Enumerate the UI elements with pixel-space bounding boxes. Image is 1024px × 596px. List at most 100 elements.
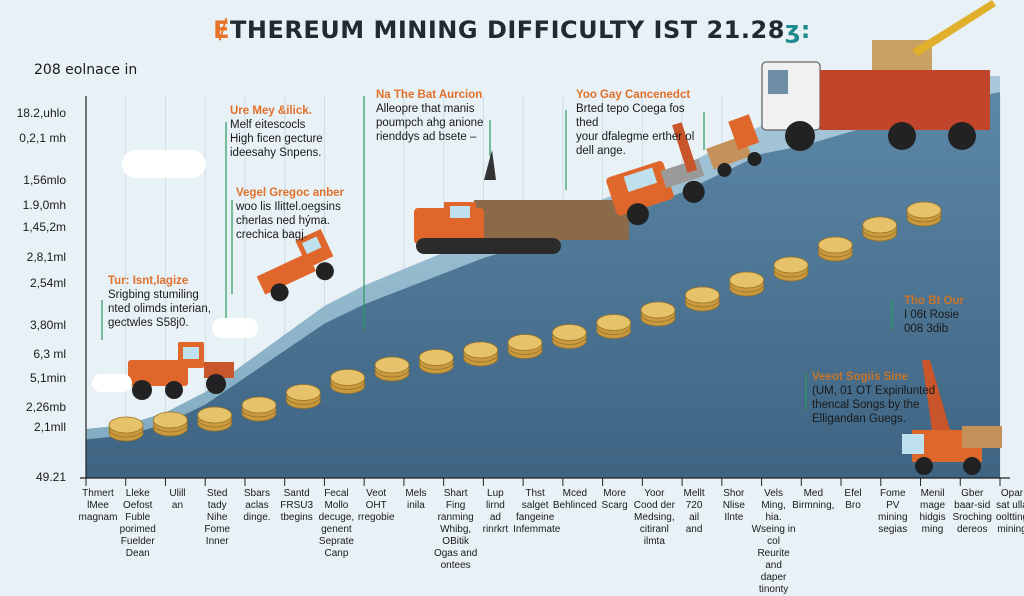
coin-stack [729,271,765,297]
x-category-line: baar-sid [954,500,991,511]
coin-stack [241,396,277,422]
annotation-line: (UM, 01 OT Expirilunted [812,385,936,397]
annotation-line: nted olimds interian, [108,303,211,315]
coin-stack [108,416,144,442]
annotation-line: poumpch ahg anione [376,117,484,129]
coin-stack [773,256,809,282]
coin-stack [817,236,853,262]
x-category-line: Nihe [206,512,228,523]
x-category-line: Med [803,488,824,499]
x-category-line: Sroching [952,512,992,523]
annotation-heading: Veeot Sogiis Sine [812,371,908,383]
x-category-line: tbegins [280,512,313,523]
title-prefix: Ɇ [213,16,231,44]
x-category-line: Shor [723,488,745,499]
x-category-line: Veot [366,488,387,499]
x-category-line: Seprate [318,536,354,547]
x-category-line: ontees [440,560,471,571]
x-category-line: ail [689,512,700,523]
x-category-line: Fuble [125,512,151,523]
x-category-line: Cood der [633,500,675,511]
annotation-leaders [101,96,893,410]
x-category-line: Opar [1000,488,1024,499]
x-category-line: decuge, [318,512,355,523]
annotation-heading: Na The Bat Aurcion [376,89,483,101]
x-category-line: Yoor [644,488,665,499]
x-category-line: dereos [956,524,988,535]
annotation: Tur: Isnt,lagize Srigbing stumiling nted… [108,274,218,330]
x-category-line: hia. [765,512,782,523]
x-category-line: Fing [445,500,466,511]
x-category-line: Fome [880,488,906,499]
title-suffix: ʒ: [784,16,811,44]
x-category-line: Sted [206,488,228,499]
x-category-line: Bro [845,500,861,511]
x-category-line: Nlise [722,500,745,511]
annotation: Yoo Gay Cancenedct Brted tepo Coega fos … [576,88,706,158]
x-category-line: Reurite and [757,548,790,571]
x-category-label: Yoor Cood der Medsing, citiranl ilmta [632,488,676,548]
x-category-label: Med Birmning, [791,488,835,512]
coin-stack [862,216,898,242]
x-category-line: Ulill [169,488,186,499]
annotation-line: Elligandan Guegs. [812,413,906,425]
annotation: Vegel Gregoc anber woo lis Ilittel.oegsi… [236,186,356,242]
x-category-line: mining [878,512,908,523]
x-category-line: More [603,488,626,499]
x-category-line: Mels [405,488,427,499]
x-category-line: Lup [487,488,504,499]
x-category-line: Medsing, [634,512,675,523]
annotation-line: cherlas ned hýma. [236,215,330,227]
x-category-line: Oefost [123,500,153,511]
annotation-heading: Tur: Isnt,lagize [108,275,189,287]
x-category-label: Fecal Mollo decuge, genent Seprate Canp [314,488,358,560]
x-category-label: Thst salget fangeine Infemmate [513,488,560,536]
annotation: Tho Bt Our I 06t Rosie 008 3dib [904,294,984,336]
x-category-label: Mels inila [394,488,438,512]
coin-stack [418,349,454,374]
x-category-line: mage [920,500,946,511]
x-category-line: Whibg, OBitik [440,524,472,547]
chart-title: ɆTHEREUM MINING DIFFICULTY IST 21.28ʒ: [0,16,1024,44]
x-category-label: Mced Behlinced [553,488,597,512]
x-category-line: Mellt [683,488,705,499]
annotation: Ure Mey &ilick. Melf eitescocls High fic… [230,104,340,160]
annotation-line: rienddys ad bsete – [376,131,477,143]
x-category-label: Santd FRSU3 tbegins [275,488,319,524]
y-tick-label: 1.9,0mh [22,198,66,212]
x-category-line: Fuelder [120,536,155,547]
x-category-line: PV [886,500,900,511]
truck-crane-icon [606,122,705,226]
x-category-line: Ilnte [724,512,744,523]
x-category-line: Scarg [601,500,628,511]
x-category-line: ad [489,512,501,523]
annotation-line: I 06t Rosie [904,309,959,321]
x-category-line: tady [207,500,227,511]
x-category-line: dinge. [243,512,271,523]
annotation-line: gectwles S58j0. [108,317,189,329]
annotation-heading: Tho Bt Our [904,295,965,307]
x-category-line: Santd [283,488,310,499]
annotation-line: crechica bagj. [236,229,307,241]
cloud [92,374,132,392]
x-category-line: Mollo [324,500,349,511]
annotation-line: Brted tepo Coega fos thed [576,103,685,129]
title-main: THEREUM MINING DIFFICULTY IST 21.28 [230,16,785,44]
x-category-line: Ming, [761,500,786,511]
x-category-line: sat ulla [996,500,1024,511]
x-category-line: an [171,500,184,511]
y-tick-label: 2,54ml [29,276,66,290]
x-category-line: rregobie [357,512,395,523]
x-category-label: Gber baar-sid Sroching dereos [950,488,994,536]
y-tick-label: 0,2,1 mh [19,131,66,145]
x-category-label: Fome PV mining segias [871,488,915,536]
x-category-line: Thmert [82,488,114,499]
annotation: Veeot Sogiis Sine (UM, 01 OT Expirilunte… [812,370,942,426]
difficulty-area [86,92,1000,478]
x-category-line: Fome [204,524,230,535]
y-axis-label: 208 eolnace in [34,62,138,78]
x-category-line: Shart [443,488,468,499]
annotation-line: woo lis Ilittel.oegsins [236,201,341,213]
x-category-line: Gber [961,488,984,499]
